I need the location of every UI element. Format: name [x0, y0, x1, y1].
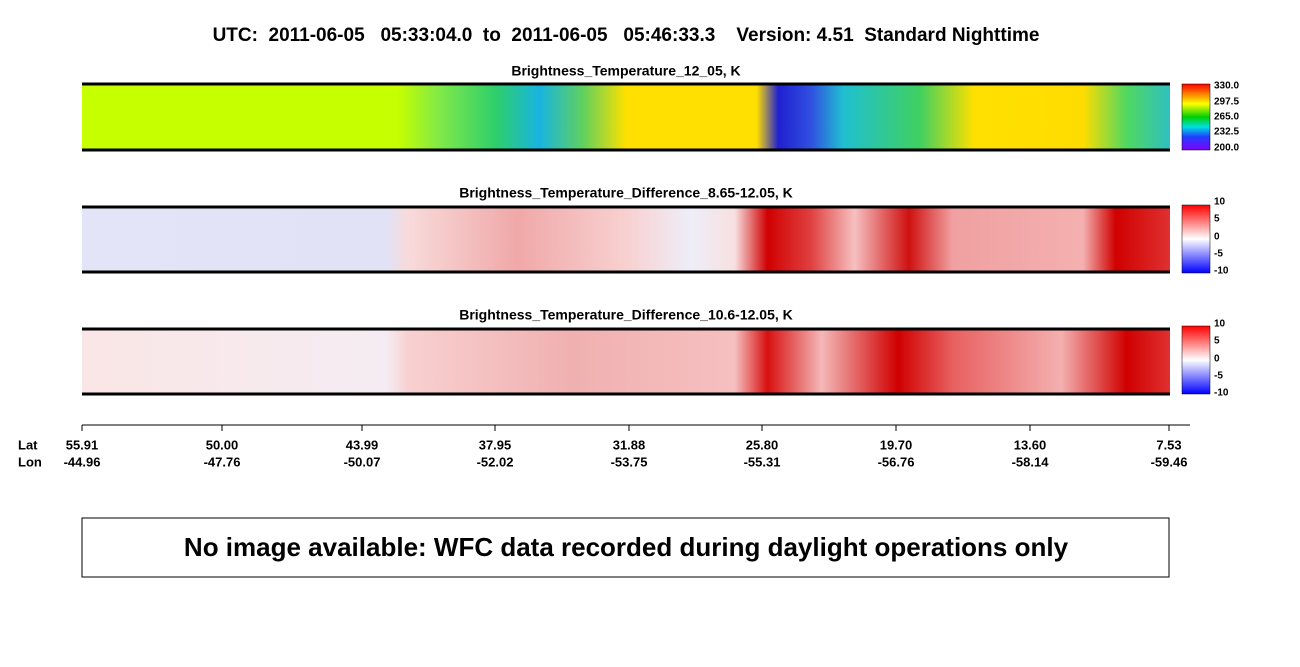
- colorbar: [1181, 83, 1211, 151]
- lon-label: -47.76: [204, 454, 241, 469]
- lat-label: 50.00: [206, 437, 239, 452]
- colorbar-label: -5: [1214, 249, 1223, 260]
- colorbar-label: 0: [1214, 354, 1220, 365]
- colorbar-label: 5: [1214, 336, 1220, 347]
- lat-lon-axis: Lat Lon 55.91 -44.96 50.00 -47.76 43.99 -50.0…: [18, 424, 1190, 469]
- lon-label: -56.76: [878, 454, 915, 469]
- strip-image: [82, 207, 1170, 272]
- panel-title: Brightness_Temperature_Difference_8.65-1…: [459, 185, 793, 201]
- colorbar-label: 10: [1214, 319, 1226, 330]
- colorbar-label: -10: [1214, 388, 1229, 399]
- lon-label: -44.96: [64, 454, 101, 469]
- lat-label: 43.99: [346, 437, 379, 452]
- lat-label: 7.53: [1156, 437, 1181, 452]
- strip-image: [82, 329, 1170, 394]
- lat-label: 55.91: [66, 437, 99, 452]
- colorbar-label: 10: [1214, 197, 1226, 208]
- message-box: [81, 517, 1170, 578]
- title: UTC: 2011-06-05 05:33:04.0 to 2011-06-05…: [213, 25, 1040, 46]
- colorbar-label: 232.5: [1214, 127, 1239, 138]
- lon-label: -52.02: [477, 454, 514, 469]
- colorbar-label: 265.0: [1214, 112, 1239, 123]
- lat-label: 25.80: [746, 437, 779, 452]
- lat-label: 19.70: [880, 437, 913, 452]
- panel: Brightness_Temperature_12_05, K 330.0 29…: [82, 63, 1239, 154]
- lon-label: -50.07: [344, 454, 381, 469]
- lat-label: 13.60: [1014, 437, 1047, 452]
- colorbar: [1181, 204, 1211, 274]
- colorbar-label: -5: [1214, 371, 1223, 382]
- lat-label: 37.95: [479, 437, 512, 452]
- panel-title: Brightness_Temperature_Difference_10.6-1…: [459, 307, 793, 323]
- panel: Brightness_Temperature_Difference_8.65-1…: [82, 185, 1229, 277]
- colorbar-label: 200.0: [1214, 143, 1239, 154]
- colorbar-label: 0: [1214, 232, 1220, 243]
- lon-label: -58.14: [1012, 454, 1050, 469]
- colorbar-label: 297.5: [1214, 97, 1239, 108]
- strip-image: [82, 84, 1170, 150]
- panel: Brightness_Temperature_Difference_10.6-1…: [82, 307, 1229, 399]
- lat-label: 31.88: [613, 437, 646, 452]
- lon-label: -53.75: [611, 454, 648, 469]
- panel-title: Brightness_Temperature_12_05, K: [511, 63, 740, 79]
- lon-label: -59.46: [1151, 454, 1188, 469]
- colorbar-label: -10: [1214, 266, 1229, 277]
- axis-label: Lat: [18, 437, 38, 452]
- colorbar-label: 5: [1214, 214, 1220, 225]
- colorbar: [1181, 325, 1211, 395]
- axis-label: Lon: [18, 454, 42, 469]
- lon-label: -55.31: [744, 454, 781, 469]
- colorbar-label: 330.0: [1214, 81, 1239, 92]
- message: No image available: WFC data recorded du…: [184, 532, 1069, 562]
